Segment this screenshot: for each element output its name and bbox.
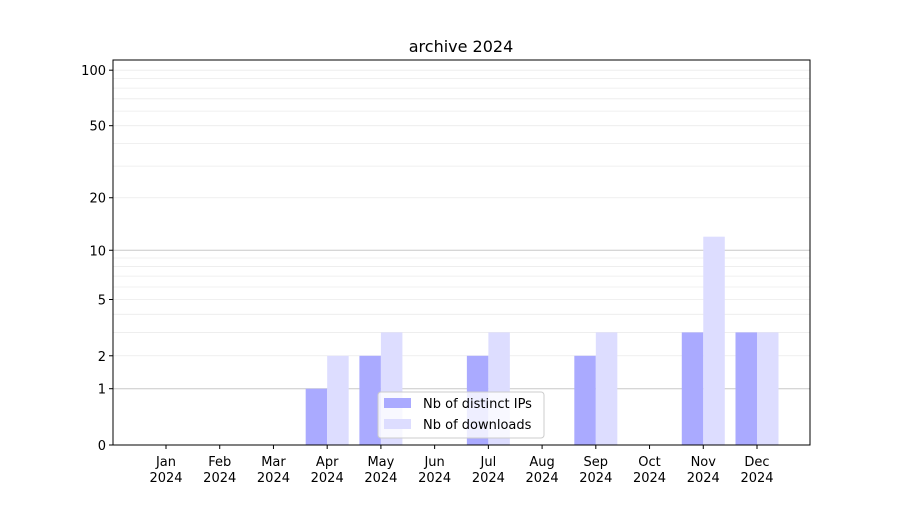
y-tick-label: 5 (98, 293, 106, 308)
y-tick-label: 20 (89, 192, 106, 207)
bar-downloads (703, 236, 725, 445)
legend: Nb of distinct IPs Nb of downloads (377, 391, 545, 439)
x-tick-label: Nov 2024 (687, 455, 720, 486)
x-tick-label: Jun 2024 (418, 455, 451, 486)
bar-distinct-ips (574, 355, 596, 445)
x-tick-label: Aug 2024 (526, 455, 559, 486)
bar-downloads (595, 332, 618, 445)
y-tick-label: 1 (98, 383, 106, 398)
y-tick-label: 10 (89, 244, 106, 259)
x-tick-label: Dec 2024 (740, 455, 773, 486)
chart-title: archive 2024 (409, 37, 514, 56)
x-tick-label: Jul 2024 (472, 455, 505, 486)
legend-label: Nb of downloads (423, 418, 532, 433)
bar-distinct-ips (735, 332, 757, 445)
bar-distinct-ips (359, 355, 381, 445)
x-tick-label: Oct 2024 (633, 455, 666, 486)
legend-box (377, 391, 545, 439)
y-tick-label: 100 (81, 64, 106, 79)
x-tick-label: Sep 2024 (579, 455, 612, 486)
bar-distinct-ips (305, 388, 328, 445)
legend-swatch (384, 419, 411, 429)
legend-label: Nb of distinct IPs (423, 397, 532, 412)
legend-swatch (384, 398, 411, 408)
bar-downloads (757, 332, 779, 445)
y-tick-label: 2 (98, 350, 106, 365)
bar-distinct-ips (681, 332, 704, 445)
x-tick-label: Mar 2024 (257, 455, 290, 486)
y-tick-label: 50 (89, 120, 106, 135)
y-tick-label: 0 (98, 439, 106, 454)
x-tick-label: Feb 2024 (203, 455, 236, 486)
x-tick-label: Apr 2024 (311, 455, 344, 486)
x-tick-label: Jan 2024 (149, 455, 182, 486)
axes-frame (112, 59, 811, 446)
bar-downloads (327, 355, 349, 445)
x-tick-label: May 2024 (364, 455, 397, 486)
